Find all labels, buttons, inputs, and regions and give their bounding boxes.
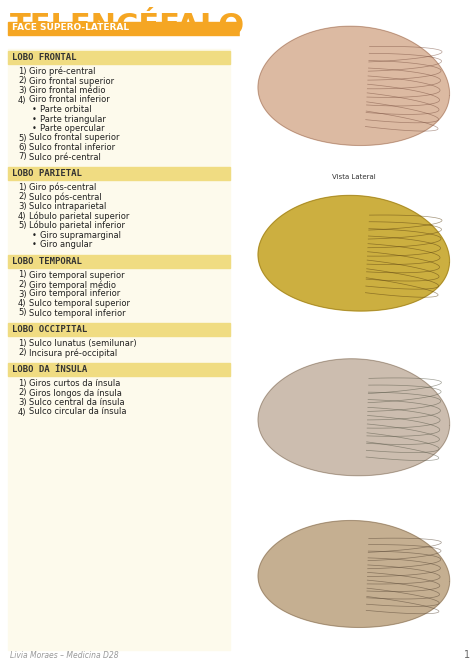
Text: Giros curtos da ínsula: Giros curtos da ínsula	[29, 379, 120, 388]
Text: TELENCÉFALO: TELENCÉFALO	[10, 12, 245, 41]
Bar	[8, 167, 230, 180]
Text: 1): 1)	[18, 339, 27, 348]
Text: Giro pós-central: Giro pós-central	[29, 183, 96, 192]
Text: Sulco pré-central: Sulco pré-central	[29, 153, 101, 162]
Bar	[240, 0, 468, 165]
Text: Sulco intraparietal: Sulco intraparietal	[29, 202, 106, 211]
Text: Giro frontal médio: Giro frontal médio	[29, 86, 106, 95]
Text: Parte triangular: Parte triangular	[40, 115, 106, 123]
Text: •: •	[32, 124, 37, 133]
Text: 5): 5)	[18, 308, 27, 318]
Text: LOBO OCCIPITAL: LOBO OCCIPITAL	[12, 325, 87, 334]
Text: Lóbulo parietal inferior: Lóbulo parietal inferior	[29, 221, 125, 230]
Text: 1): 1)	[18, 271, 27, 279]
Text: 1): 1)	[18, 379, 27, 388]
Text: Giro temporal inferior: Giro temporal inferior	[29, 289, 120, 299]
Text: 1: 1	[464, 650, 470, 660]
Text: 2): 2)	[18, 76, 27, 86]
Text: FACE SÚPERO-LATERAL: FACE SÚPERO-LATERAL	[12, 23, 129, 32]
Text: 5): 5)	[18, 221, 27, 230]
Text: •: •	[32, 240, 37, 249]
Text: •: •	[32, 115, 37, 123]
Text: Lóbulo parietal superior: Lóbulo parietal superior	[29, 212, 129, 221]
Text: Giro frontal superior: Giro frontal superior	[29, 76, 114, 86]
Bar	[8, 51, 230, 64]
Text: 4): 4)	[18, 212, 27, 220]
Polygon shape	[258, 521, 449, 627]
Text: 2): 2)	[18, 280, 27, 289]
Bar	[8, 323, 230, 336]
Text: 3): 3)	[18, 289, 27, 299]
Text: 1): 1)	[18, 183, 27, 192]
Bar	[240, 333, 468, 495]
Polygon shape	[258, 359, 449, 476]
Text: Giro angular: Giro angular	[40, 240, 92, 249]
Text: Sulco circular da ínsula: Sulco circular da ínsula	[29, 407, 127, 417]
Text: 4): 4)	[18, 407, 27, 417]
Text: 3): 3)	[18, 86, 27, 95]
Text: Giro pré-central: Giro pré-central	[29, 67, 95, 76]
Text: Giros longos da ínsula: Giros longos da ínsula	[29, 389, 122, 397]
Text: Sulco temporal inferior: Sulco temporal inferior	[29, 308, 126, 318]
Text: Parte opercular: Parte opercular	[40, 124, 105, 133]
Polygon shape	[258, 26, 449, 145]
Text: Sulco lunatus (semilunar): Sulco lunatus (semilunar)	[29, 339, 137, 348]
Bar	[8, 363, 230, 376]
Text: 3): 3)	[18, 398, 27, 407]
Bar	[8, 22, 462, 35]
Text: Sulco frontal inferior: Sulco frontal inferior	[29, 143, 115, 152]
Text: 1): 1)	[18, 67, 27, 76]
Text: 6): 6)	[18, 143, 27, 152]
Text: 7): 7)	[18, 153, 27, 161]
Text: Giro temporal superior: Giro temporal superior	[29, 271, 125, 279]
Bar	[240, 170, 468, 330]
Bar	[8, 49, 230, 650]
Text: Sulco pós-central: Sulco pós-central	[29, 192, 102, 202]
Text: LOBO PARIETAL: LOBO PARIETAL	[12, 169, 82, 178]
Bar	[8, 255, 230, 267]
Text: LOBO FRONTAL: LOBO FRONTAL	[12, 53, 76, 62]
Text: •: •	[32, 105, 37, 114]
Text: 2): 2)	[18, 192, 27, 202]
Text: Livia Moraes – Medicina D28: Livia Moraes – Medicina D28	[10, 651, 118, 660]
Text: Parte orbital: Parte orbital	[40, 105, 91, 114]
Text: Giro temporal médio: Giro temporal médio	[29, 280, 116, 289]
Text: Vista Lateral: Vista Lateral	[332, 174, 376, 180]
Text: Sulco central da ínsula: Sulco central da ínsula	[29, 398, 125, 407]
Text: Sulco temporal superior: Sulco temporal superior	[29, 299, 130, 308]
Text: Giro supramarginal: Giro supramarginal	[40, 230, 121, 239]
Text: LOBO TEMPORAL: LOBO TEMPORAL	[12, 257, 82, 265]
Bar	[240, 497, 468, 645]
Text: Giro frontal inferior: Giro frontal inferior	[29, 96, 110, 105]
Text: LOBO DA ÍNSULA: LOBO DA ÍNSULA	[12, 365, 87, 374]
Text: 2): 2)	[18, 348, 27, 358]
Text: Incisura pré-occipital: Incisura pré-occipital	[29, 348, 117, 358]
Text: •: •	[32, 230, 37, 239]
Text: 4): 4)	[18, 96, 27, 105]
Text: 5): 5)	[18, 133, 27, 143]
Text: 3): 3)	[18, 202, 27, 211]
Polygon shape	[258, 196, 449, 311]
Text: Sulco frontal superior: Sulco frontal superior	[29, 133, 119, 143]
Text: 2): 2)	[18, 389, 27, 397]
Text: 4): 4)	[18, 299, 27, 308]
